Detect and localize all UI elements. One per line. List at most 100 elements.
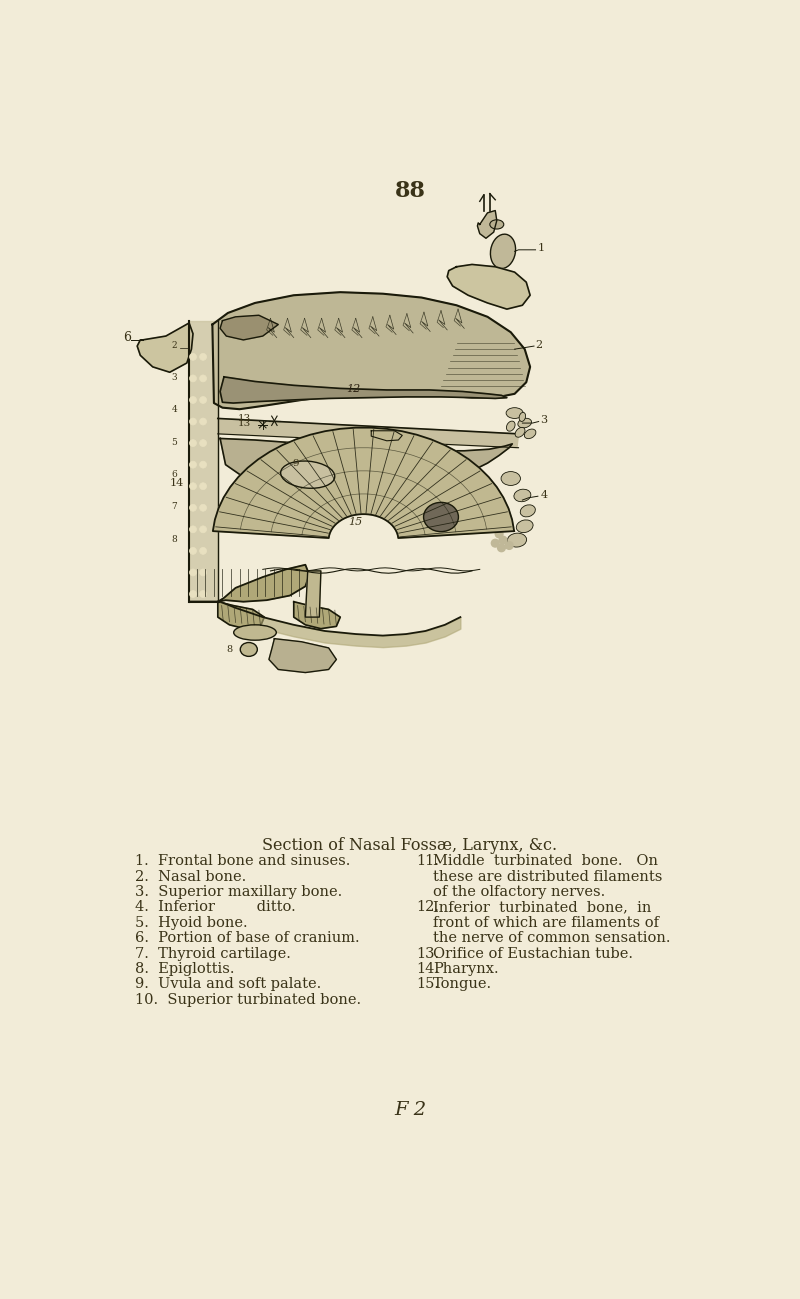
Text: 3: 3 <box>540 416 547 425</box>
Ellipse shape <box>240 643 258 656</box>
Ellipse shape <box>518 418 531 427</box>
Text: 14.: 14. <box>416 963 439 976</box>
Text: 4: 4 <box>172 405 178 414</box>
Ellipse shape <box>515 427 525 438</box>
Circle shape <box>199 526 206 533</box>
Polygon shape <box>218 601 264 629</box>
Text: 10.  Superior turbinated bone.: 10. Superior turbinated bone. <box>135 992 361 1007</box>
Text: Pharynx.: Pharynx. <box>434 963 499 976</box>
Polygon shape <box>189 565 310 601</box>
Text: Section of Nasal Fossæ, Larynx, &c.: Section of Nasal Fossæ, Larynx, &c. <box>262 837 558 853</box>
Text: 6.  Portion of base of cranium.: 6. Portion of base of cranium. <box>135 931 359 946</box>
Text: 88: 88 <box>394 179 426 201</box>
Ellipse shape <box>506 408 523 418</box>
Circle shape <box>199 375 206 382</box>
Circle shape <box>199 353 206 360</box>
Text: 15.: 15. <box>416 977 439 991</box>
Circle shape <box>199 418 206 425</box>
Text: 5.  Hyoid bone.: 5. Hyoid bone. <box>135 916 247 930</box>
Text: 9: 9 <box>292 459 299 468</box>
Text: 9.  Uvula and soft palate.: 9. Uvula and soft palate. <box>135 977 321 991</box>
Text: Inferior  turbinated  bone,  in: Inferior turbinated bone, in <box>434 900 652 914</box>
Circle shape <box>190 461 197 468</box>
Ellipse shape <box>506 421 515 431</box>
Circle shape <box>190 526 197 533</box>
Polygon shape <box>294 601 340 629</box>
Text: F 2: F 2 <box>394 1102 426 1120</box>
Text: Middle  turbinated  bone.   On: Middle turbinated bone. On <box>434 855 658 868</box>
Text: 7: 7 <box>172 503 178 512</box>
Circle shape <box>199 591 206 598</box>
Text: 12: 12 <box>346 385 361 395</box>
Ellipse shape <box>281 461 334 488</box>
Circle shape <box>199 461 206 468</box>
Polygon shape <box>212 292 530 409</box>
Text: 11.: 11. <box>416 855 439 868</box>
Text: Orifice of Eustachian tube.: Orifice of Eustachian tube. <box>434 947 634 961</box>
Circle shape <box>506 542 513 549</box>
Ellipse shape <box>507 533 526 547</box>
Circle shape <box>190 353 197 360</box>
Circle shape <box>491 539 499 547</box>
Ellipse shape <box>490 220 504 229</box>
Circle shape <box>190 569 197 575</box>
Text: 2: 2 <box>535 339 542 349</box>
Circle shape <box>190 396 197 404</box>
Ellipse shape <box>524 429 536 439</box>
Text: 2: 2 <box>172 340 178 349</box>
Ellipse shape <box>490 234 515 269</box>
Text: 15: 15 <box>349 517 363 526</box>
Circle shape <box>190 375 197 382</box>
Text: 14: 14 <box>170 478 184 488</box>
Circle shape <box>199 569 206 575</box>
Text: 3.  Superior maxillary bone.: 3. Superior maxillary bone. <box>135 885 342 899</box>
Text: 1.  Frontal bone and sinuses.: 1. Frontal bone and sinuses. <box>135 855 350 868</box>
Polygon shape <box>138 323 193 373</box>
Text: 6: 6 <box>172 470 178 479</box>
Polygon shape <box>220 377 507 403</box>
Circle shape <box>199 439 206 447</box>
Circle shape <box>190 547 197 555</box>
Text: front of which are filaments of: front of which are filaments of <box>434 916 659 930</box>
Circle shape <box>498 544 506 552</box>
Ellipse shape <box>501 472 521 486</box>
Circle shape <box>190 439 197 447</box>
Text: 12.: 12. <box>416 900 439 914</box>
Circle shape <box>190 504 197 512</box>
Text: 4: 4 <box>540 490 547 500</box>
Ellipse shape <box>514 490 531 501</box>
Ellipse shape <box>423 503 458 531</box>
Ellipse shape <box>516 520 533 533</box>
Text: 7.  Thyroid cartilage.: 7. Thyroid cartilage. <box>135 947 290 961</box>
Circle shape <box>190 418 197 425</box>
Circle shape <box>199 396 206 404</box>
Polygon shape <box>306 570 321 617</box>
Circle shape <box>199 504 206 512</box>
Polygon shape <box>213 427 514 538</box>
Text: 8: 8 <box>172 535 178 544</box>
Polygon shape <box>447 265 530 309</box>
Text: 4.  Inferior         ditto.: 4. Inferior ditto. <box>135 900 296 914</box>
Circle shape <box>499 536 507 544</box>
Text: 3: 3 <box>172 373 178 382</box>
Polygon shape <box>218 418 518 448</box>
Text: 2.  Nasal bone.: 2. Nasal bone. <box>135 869 246 883</box>
Polygon shape <box>220 439 512 486</box>
Text: these are distributed filaments: these are distributed filaments <box>434 869 662 883</box>
Text: 8: 8 <box>226 644 233 653</box>
Circle shape <box>199 547 206 555</box>
Text: 6: 6 <box>123 331 131 344</box>
Ellipse shape <box>520 505 535 517</box>
Circle shape <box>190 483 197 490</box>
Text: 5: 5 <box>172 438 178 447</box>
Circle shape <box>199 483 206 490</box>
Text: 13: 13 <box>238 420 251 429</box>
Polygon shape <box>269 639 336 673</box>
Text: 13.: 13. <box>416 947 439 961</box>
Text: the nerve of common sensation.: the nerve of common sensation. <box>434 931 670 946</box>
Polygon shape <box>371 431 402 440</box>
Circle shape <box>190 591 197 598</box>
Text: 1: 1 <box>538 243 545 253</box>
Text: Tongue.: Tongue. <box>434 977 492 991</box>
Text: of the olfactory nerves.: of the olfactory nerves. <box>434 885 606 899</box>
